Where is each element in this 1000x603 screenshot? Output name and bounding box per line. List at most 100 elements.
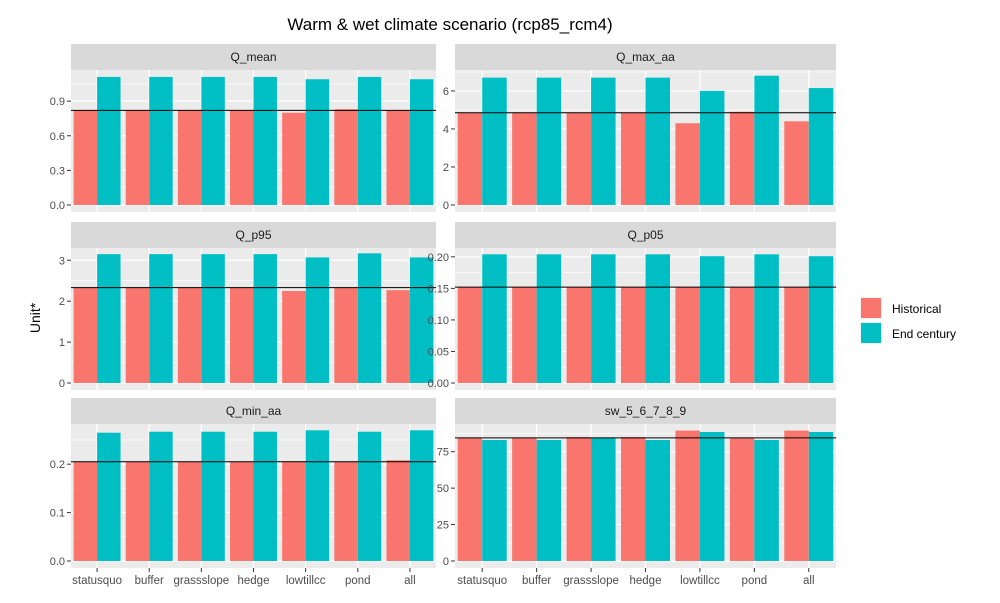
x-tick-label: hedge bbox=[630, 575, 662, 587]
legend-swatch-historical bbox=[861, 298, 881, 318]
bar-end-century-buffer bbox=[536, 77, 562, 205]
bar-historical-all bbox=[784, 287, 809, 383]
panel-Q_max_aa: Q_max_aa 0 2 4 6 bbox=[443, 44, 836, 212]
bar-historical-grassslope bbox=[566, 112, 592, 205]
bar-historical-statusquo bbox=[73, 287, 98, 383]
bar-end-century-grassslope bbox=[201, 76, 225, 205]
y-tick-label: 0.2 bbox=[50, 459, 65, 471]
panel-sw_5_6_7_8_9: sw_5_6_7_8_9 0 25 50 75 statusquo buffer grasss… bbox=[437, 398, 836, 587]
bar-historical-hedge bbox=[621, 112, 646, 205]
bar-historical-statusquo bbox=[73, 461, 98, 561]
bar-end-century-all bbox=[409, 257, 434, 383]
bar-end-century-pond bbox=[357, 431, 382, 561]
x-tick-label: all bbox=[404, 575, 416, 587]
y-tick-label: 0.3 bbox=[50, 165, 65, 177]
x-tick-label: grassslope bbox=[174, 575, 230, 587]
y-tick-label: 50 bbox=[437, 483, 449, 495]
bar-historical-statusquo bbox=[73, 110, 98, 205]
y-tick-label: 2 bbox=[59, 296, 65, 308]
bar-end-century-lowtillcc bbox=[305, 257, 330, 383]
bar-end-century-hedge bbox=[645, 77, 670, 205]
bar-historical-hedge bbox=[230, 461, 254, 561]
bar-end-century-grassslope bbox=[201, 254, 225, 383]
bar-historical-grassslope bbox=[177, 110, 202, 205]
bar-historical-buffer bbox=[512, 437, 537, 561]
bar-historical-all bbox=[386, 110, 410, 205]
y-tick-label: 0.15 bbox=[428, 283, 449, 295]
bar-historical-pond bbox=[729, 111, 755, 205]
x-tick-label: buffer bbox=[135, 575, 164, 587]
y-tick-label: 6 bbox=[443, 86, 449, 98]
bar-end-century-lowtillcc bbox=[305, 79, 330, 205]
bar-historical-lowtillcc bbox=[282, 112, 306, 205]
bar-historical-hedge bbox=[621, 437, 646, 561]
bar-historical-lowtillcc bbox=[675, 287, 700, 383]
y-axis-label: Unit* bbox=[27, 302, 43, 333]
bar-end-century-all bbox=[409, 79, 434, 205]
bar-end-century-buffer bbox=[536, 254, 562, 383]
bar-end-century-buffer bbox=[149, 76, 173, 205]
bar-end-century-hedge bbox=[253, 254, 277, 383]
panel-Q_p95: Q_p95 0 1 2 3 bbox=[59, 222, 436, 390]
bar-historical-all bbox=[386, 290, 410, 383]
legend-swatch-end-century bbox=[861, 323, 881, 343]
x-tick-label: statusquo bbox=[72, 575, 122, 587]
bar-historical-lowtillcc bbox=[675, 430, 700, 561]
bar-historical-all bbox=[784, 121, 809, 205]
facet-label: sw_5_6_7_8_9 bbox=[605, 404, 687, 418]
facet-strip bbox=[71, 44, 436, 70]
y-tick-label: 2 bbox=[443, 162, 449, 174]
y-tick-label: 1 bbox=[59, 337, 65, 349]
x-tick-label: pond bbox=[742, 575, 768, 587]
bar-historical-grassslope bbox=[566, 437, 592, 561]
facet-strip bbox=[71, 222, 436, 248]
facet-strip bbox=[455, 222, 836, 248]
bar-historical-statusquo bbox=[457, 287, 483, 383]
bar-historical-all bbox=[784, 430, 809, 561]
panel-Q_min_aa: Q_min_aa 0.0 0.1 0.2 statusquo buffer grassslo… bbox=[50, 398, 436, 587]
bar-historical-buffer bbox=[512, 287, 537, 383]
bar-historical-grassslope bbox=[177, 461, 202, 561]
bar-end-century-grassslope bbox=[591, 254, 616, 383]
facet-label: Q_p95 bbox=[235, 228, 271, 242]
x-tick-label: pond bbox=[345, 575, 371, 587]
legend-label: Historical bbox=[892, 302, 941, 316]
bar-historical-lowtillcc bbox=[282, 290, 306, 383]
bar-historical-statusquo bbox=[457, 112, 483, 205]
y-tick-label: 0.05 bbox=[428, 346, 449, 358]
facet-strip bbox=[455, 398, 836, 424]
x-tick-label: statusquo bbox=[457, 575, 507, 587]
y-tick-label: 0 bbox=[443, 556, 449, 568]
y-tick-label: 0.0 bbox=[50, 556, 65, 568]
y-tick-label: 4 bbox=[443, 124, 449, 136]
bar-end-century-statusquo bbox=[482, 440, 507, 561]
bar-end-century-statusquo bbox=[482, 254, 507, 383]
panel-Q_mean: Q_mean 0.0 0.3 0.6 0.9 bbox=[50, 44, 436, 212]
y-tick-label: 0.6 bbox=[50, 131, 65, 143]
bar-historical-buffer bbox=[512, 112, 537, 205]
facet-strip bbox=[455, 44, 836, 70]
bar-historical-hedge bbox=[230, 287, 254, 383]
bar-historical-pond bbox=[334, 109, 358, 205]
bar-end-century-pond bbox=[357, 253, 382, 383]
bar-end-century-lowtillcc bbox=[699, 90, 725, 205]
bar-historical-pond bbox=[729, 437, 755, 561]
bar-historical-pond bbox=[334, 461, 358, 561]
y-tick-label: 25 bbox=[437, 520, 449, 532]
bar-end-century-all bbox=[808, 88, 834, 205]
bar-end-century-statusquo bbox=[97, 76, 121, 205]
facet-label: Q_min_aa bbox=[226, 404, 282, 418]
bar-historical-hedge bbox=[621, 287, 646, 383]
x-tick-label: hedge bbox=[238, 575, 270, 587]
bar-end-century-pond bbox=[754, 440, 779, 561]
bar-end-century-hedge bbox=[645, 440, 670, 561]
bar-historical-buffer bbox=[125, 461, 150, 561]
y-tick-label: 0.10 bbox=[428, 315, 449, 327]
y-tick-label: 0.1 bbox=[50, 508, 65, 520]
bar-end-century-statusquo bbox=[482, 77, 507, 205]
facet-label: Q_max_aa bbox=[616, 50, 675, 64]
bar-end-century-all bbox=[808, 432, 834, 561]
bar-end-century-all bbox=[808, 256, 834, 383]
bar-historical-pond bbox=[334, 287, 358, 383]
